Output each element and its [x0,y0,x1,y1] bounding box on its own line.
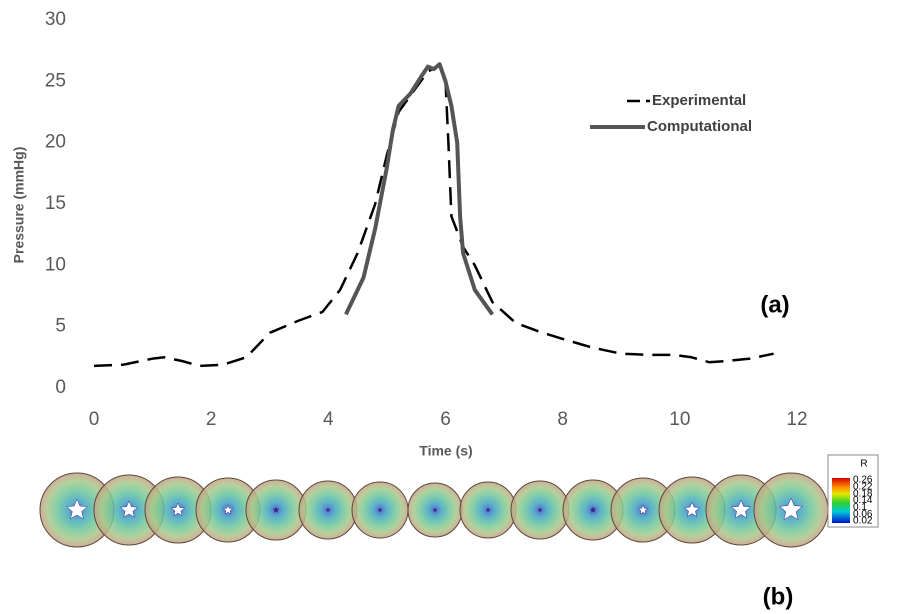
y-tick-label: 30 [45,9,66,30]
x-tick-label: 2 [206,409,217,430]
panel-label: (b) [763,583,794,610]
x-tick-label: 0 [89,409,100,430]
x-tick-label: 6 [440,409,451,430]
lumen [683,501,701,518]
series-line [93,64,774,368]
lumen [778,497,804,521]
x-tick-label: 10 [669,409,690,430]
lumen [537,507,543,513]
lumen [170,502,186,517]
colorbar-title: R [860,459,867,470]
lumen [589,506,597,513]
y-tick-label: 15 [45,193,66,214]
colorbar-label: 0.02 [853,516,873,527]
colorbar-label: 0.1 [853,502,867,513]
legend-label: Computational [647,118,752,135]
series-line [344,62,495,316]
colorbar-label: 0.14 [853,495,873,506]
y-tick-label: 10 [45,254,66,275]
x-axis-title: Time (s) [419,443,472,459]
y-tick-label: 0 [55,377,66,398]
lumen [730,499,752,519]
colorbar-label: 0.22 [853,481,873,492]
cross-sections [39,472,829,548]
y-axis-title: Pressure (mmHg) [11,147,27,264]
y-tick-label: 5 [55,316,66,337]
lumen [432,507,438,513]
lumen [222,504,234,515]
y-tick-label: 20 [45,132,66,153]
lumen [65,498,89,520]
lumen [325,507,331,513]
lumen [377,507,383,513]
lumen [272,506,280,513]
legend-label: Experimental [652,92,746,109]
colorbar-label: 0.06 [853,509,873,520]
x-tick-label: 8 [557,409,568,430]
x-tick-label: 12 [786,409,807,430]
y-tick-label: 25 [45,70,66,91]
x-tick-label: 4 [323,409,334,430]
lumen [119,500,139,518]
lumen [485,507,491,513]
lumen [637,504,649,515]
colorbar-label: 0.18 [853,488,873,499]
colorbar [832,478,850,523]
panel-label: (a) [760,291,789,318]
colorbar-label: 0.26 [853,475,873,486]
